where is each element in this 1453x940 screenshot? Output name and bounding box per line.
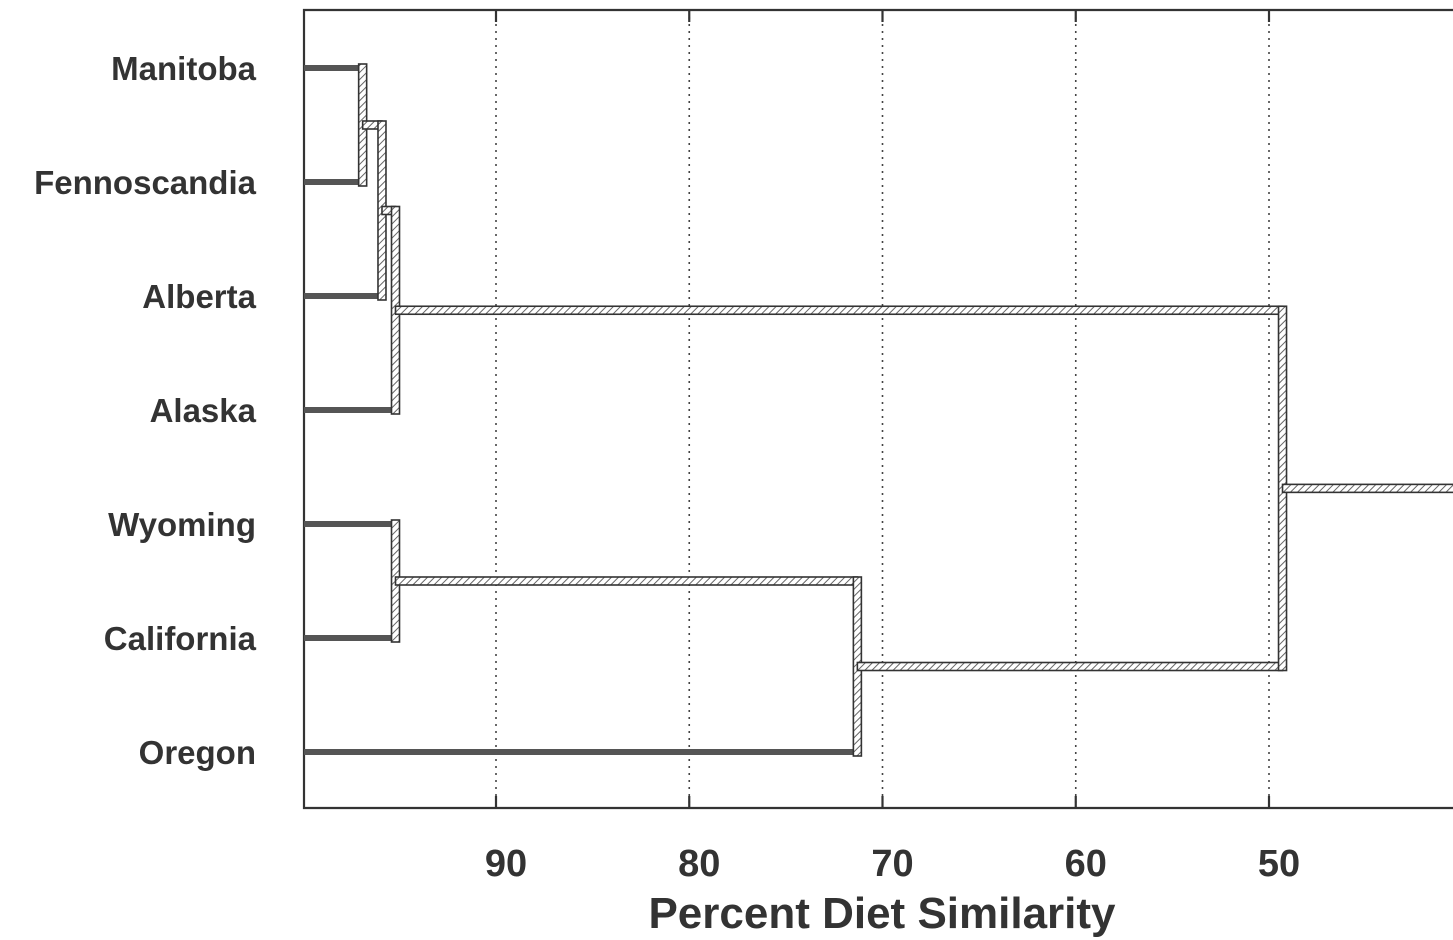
dendrogram-link <box>1281 483 1453 494</box>
leaf-label: California <box>104 620 257 657</box>
x-axis-title: Percent Diet Similarity <box>648 889 1116 938</box>
x-tick-label: 70 <box>871 843 913 885</box>
leaf-layer <box>304 65 858 755</box>
x-tick-label: 80 <box>678 843 720 885</box>
x-tick-label: 60 <box>1065 843 1107 885</box>
dendrogram-link <box>394 576 859 586</box>
leaf-label: Oregon <box>139 734 256 771</box>
grid-layer <box>495 10 1270 808</box>
leaf-label: Manitoba <box>111 50 256 87</box>
dendrogram-link <box>856 661 1284 672</box>
x-tick-label: 90 <box>485 843 527 885</box>
label-layer: 90 80 70 60 50 Manitoba Fennoscandia Alberta Ala… <box>34 50 1300 885</box>
leaf-label: Alaska <box>150 392 257 429</box>
x-tick-label: 50 <box>1258 843 1300 885</box>
link-layer <box>357 63 1453 757</box>
dendrogram-link <box>394 305 1284 316</box>
leaf-label: Alberta <box>142 278 256 315</box>
leaf-label: Wyoming <box>108 506 256 543</box>
leaf-label: Fennoscandia <box>34 164 257 201</box>
